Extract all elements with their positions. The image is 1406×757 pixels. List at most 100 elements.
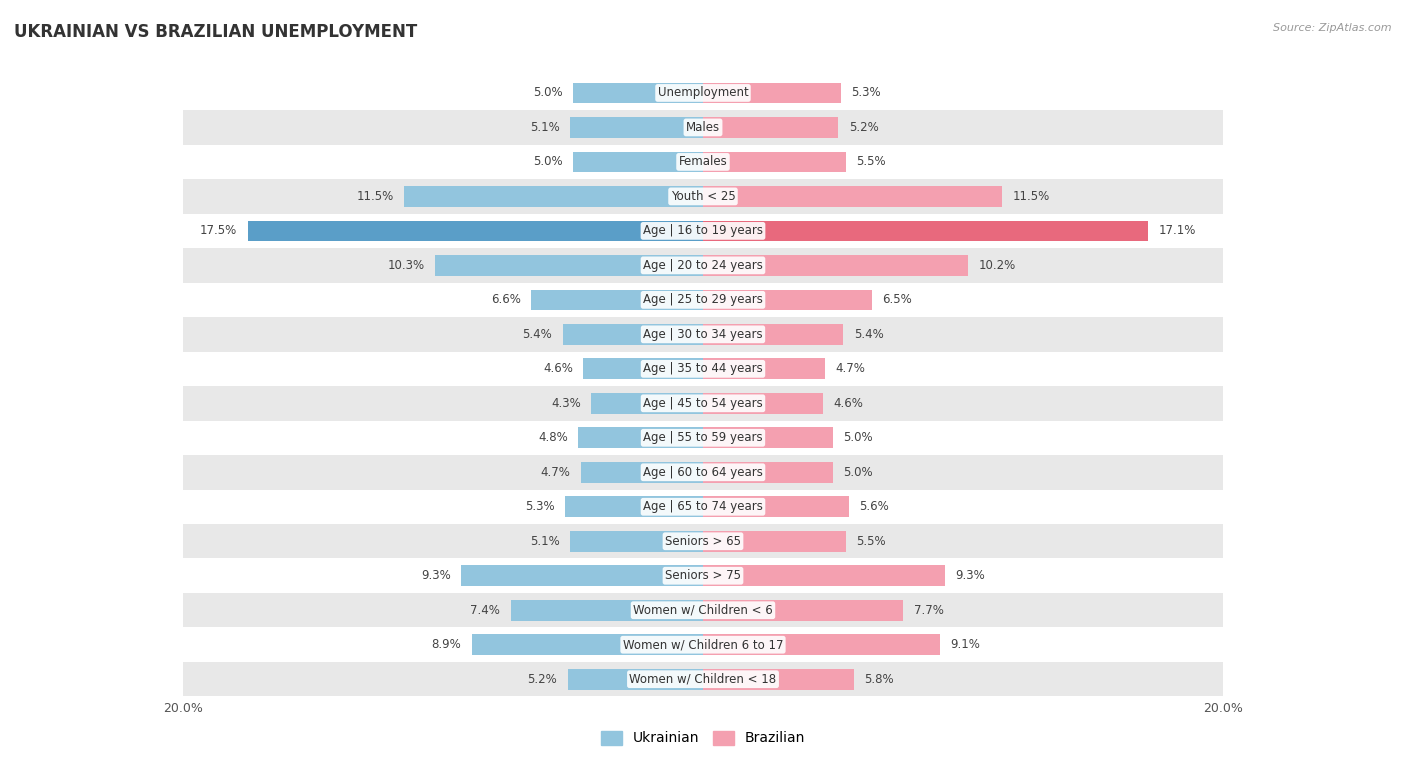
- Text: 5.3%: 5.3%: [851, 86, 882, 99]
- Bar: [703, 669, 853, 690]
- Text: 11.5%: 11.5%: [356, 190, 394, 203]
- Bar: [562, 324, 703, 344]
- Text: 5.0%: 5.0%: [533, 155, 562, 168]
- Text: 4.6%: 4.6%: [832, 397, 863, 410]
- Bar: [531, 289, 703, 310]
- Text: Unemployment: Unemployment: [658, 86, 748, 99]
- Bar: [703, 634, 939, 655]
- Text: 5.1%: 5.1%: [530, 121, 560, 134]
- Bar: [703, 600, 903, 621]
- Text: 4.7%: 4.7%: [835, 363, 866, 375]
- Bar: [183, 179, 1223, 213]
- Text: 5.0%: 5.0%: [844, 466, 873, 478]
- Bar: [183, 76, 1223, 111]
- Text: UKRAINIAN VS BRAZILIAN UNEMPLOYMENT: UKRAINIAN VS BRAZILIAN UNEMPLOYMENT: [14, 23, 418, 41]
- Text: Age | 45 to 54 years: Age | 45 to 54 years: [643, 397, 763, 410]
- Text: 7.7%: 7.7%: [914, 604, 943, 617]
- Text: 5.4%: 5.4%: [523, 328, 553, 341]
- Text: 4.7%: 4.7%: [540, 466, 571, 478]
- Text: 4.6%: 4.6%: [543, 363, 574, 375]
- Bar: [183, 351, 1223, 386]
- Text: 7.4%: 7.4%: [470, 604, 501, 617]
- Bar: [565, 497, 703, 517]
- Text: Age | 25 to 29 years: Age | 25 to 29 years: [643, 294, 763, 307]
- Bar: [703, 117, 838, 138]
- Bar: [183, 386, 1223, 421]
- Text: 4.8%: 4.8%: [538, 431, 568, 444]
- Text: 11.5%: 11.5%: [1012, 190, 1050, 203]
- Text: Seniors > 75: Seniors > 75: [665, 569, 741, 582]
- Bar: [591, 393, 703, 413]
- Bar: [471, 634, 703, 655]
- Text: 5.0%: 5.0%: [533, 86, 562, 99]
- Bar: [581, 462, 703, 483]
- Bar: [183, 662, 1223, 696]
- Bar: [568, 669, 703, 690]
- Bar: [183, 455, 1223, 490]
- Text: 5.2%: 5.2%: [527, 673, 557, 686]
- Bar: [183, 282, 1223, 317]
- Text: Source: ZipAtlas.com: Source: ZipAtlas.com: [1274, 23, 1392, 33]
- Bar: [703, 289, 872, 310]
- Text: 10.2%: 10.2%: [979, 259, 1017, 272]
- Bar: [461, 565, 703, 586]
- Bar: [703, 83, 841, 103]
- Text: 9.3%: 9.3%: [955, 569, 986, 582]
- Bar: [574, 151, 703, 173]
- Text: 5.5%: 5.5%: [856, 534, 886, 548]
- Text: 8.9%: 8.9%: [432, 638, 461, 651]
- Text: 5.2%: 5.2%: [849, 121, 879, 134]
- Bar: [183, 524, 1223, 559]
- Bar: [703, 462, 832, 483]
- Text: 10.3%: 10.3%: [388, 259, 425, 272]
- Text: 17.1%: 17.1%: [1159, 224, 1195, 238]
- Text: Age | 60 to 64 years: Age | 60 to 64 years: [643, 466, 763, 478]
- Text: 5.8%: 5.8%: [865, 673, 894, 686]
- Text: Age | 16 to 19 years: Age | 16 to 19 years: [643, 224, 763, 238]
- Bar: [183, 421, 1223, 455]
- Bar: [703, 531, 846, 552]
- Text: Women w/ Children < 18: Women w/ Children < 18: [630, 673, 776, 686]
- Text: Age | 55 to 59 years: Age | 55 to 59 years: [643, 431, 763, 444]
- Text: Age | 30 to 34 years: Age | 30 to 34 years: [643, 328, 763, 341]
- Bar: [703, 428, 832, 448]
- Text: 5.4%: 5.4%: [853, 328, 883, 341]
- Bar: [404, 186, 703, 207]
- Text: 5.1%: 5.1%: [530, 534, 560, 548]
- Text: Women w/ Children 6 to 17: Women w/ Children 6 to 17: [623, 638, 783, 651]
- Text: 6.5%: 6.5%: [883, 294, 912, 307]
- Bar: [703, 324, 844, 344]
- Text: Youth < 25: Youth < 25: [671, 190, 735, 203]
- Text: 5.5%: 5.5%: [856, 155, 886, 168]
- Bar: [578, 428, 703, 448]
- Text: Females: Females: [679, 155, 727, 168]
- Bar: [183, 559, 1223, 593]
- Bar: [703, 186, 1002, 207]
- Bar: [703, 393, 823, 413]
- Legend: Ukrainian, Brazilian: Ukrainian, Brazilian: [600, 731, 806, 746]
- Bar: [183, 593, 1223, 628]
- Text: 6.6%: 6.6%: [491, 294, 520, 307]
- Bar: [703, 359, 825, 379]
- Bar: [510, 600, 703, 621]
- Text: 5.0%: 5.0%: [844, 431, 873, 444]
- Bar: [703, 220, 1147, 241]
- Bar: [571, 531, 703, 552]
- Text: Seniors > 65: Seniors > 65: [665, 534, 741, 548]
- Bar: [434, 255, 703, 276]
- Text: 17.5%: 17.5%: [200, 224, 238, 238]
- Bar: [183, 248, 1223, 282]
- Text: Women w/ Children < 6: Women w/ Children < 6: [633, 604, 773, 617]
- Text: Age | 65 to 74 years: Age | 65 to 74 years: [643, 500, 763, 513]
- Text: 4.3%: 4.3%: [551, 397, 581, 410]
- Bar: [183, 111, 1223, 145]
- Bar: [703, 255, 969, 276]
- Bar: [183, 628, 1223, 662]
- Bar: [703, 151, 846, 173]
- Text: Age | 35 to 44 years: Age | 35 to 44 years: [643, 363, 763, 375]
- Bar: [247, 220, 703, 241]
- Bar: [183, 490, 1223, 524]
- Bar: [571, 117, 703, 138]
- Text: 5.6%: 5.6%: [859, 500, 889, 513]
- Text: 9.3%: 9.3%: [420, 569, 451, 582]
